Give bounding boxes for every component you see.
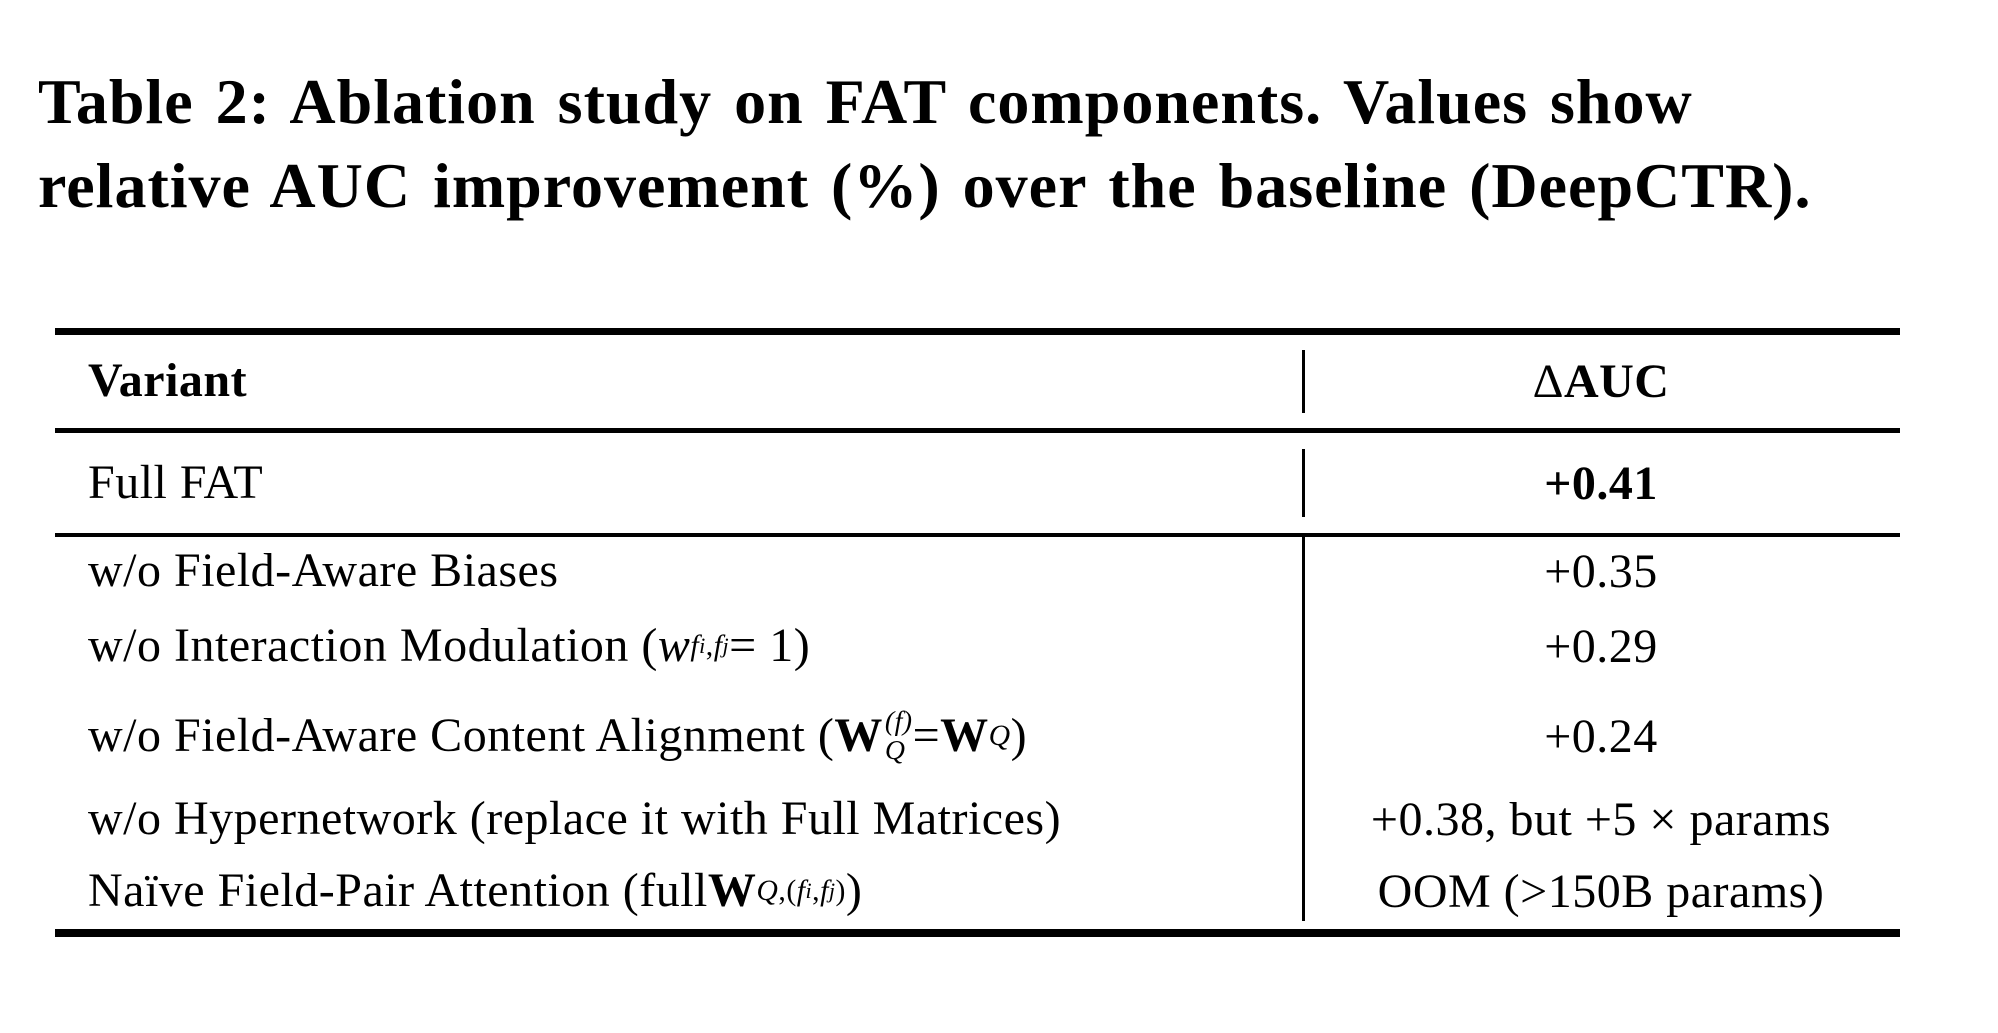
delta-cell: +0.24: [1302, 687, 1900, 785]
header-delta-auc-cell: Δ AUC: [1302, 335, 1900, 428]
delta-cell: +0.41: [1302, 433, 1900, 533]
delta-cell: +0.29: [1302, 605, 1900, 687]
delta-cell: +0.38, but +5 × params: [1302, 785, 1900, 853]
table-row: w/o Field-Aware Biases +0.35: [55, 537, 1900, 605]
variant-cell: w/o Field-Aware Content Alignment (W (f) Q…: [88, 705, 1028, 766]
table-caption: Table 2: Ablation study on FAT component…: [38, 60, 1943, 228]
page: { "colors": { "background": "#ffffff", "…: [0, 60, 1998, 1033]
header-variant-cell: Variant: [88, 354, 248, 408]
table-row: w/o Hypernetwork (replace it with Full M…: [55, 785, 1900, 853]
variant-cell: Full FAT: [88, 455, 264, 509]
math-supsub: (f) Q: [884, 705, 913, 766]
table-row: w/o Field-Aware Content Alignment (W (f) Q…: [55, 687, 1900, 785]
variant-cell: w/o Hypernetwork (replace it with Full M…: [88, 791, 1062, 845]
delta-cell: OOM (>150B params): [1302, 853, 1900, 929]
table-row: w/o Interaction Modulation (w f i, f j = 1) …: [55, 605, 1900, 687]
ablation-table: Variant Δ AUC Full FAT +0.41 w/o Field-A…: [55, 328, 1900, 937]
table-header-row: Variant Δ AUC: [55, 335, 1900, 433]
variant-cell: w/o Field-Aware Biases: [88, 543, 559, 597]
table-row: Naïve Field-Pair Attention (full W Q ,(f i,…: [55, 853, 1900, 929]
variant-cell: Naïve Field-Pair Attention (full W Q ,(f i,…: [88, 863, 863, 917]
paper-table-figure: Table 2: Ablation study on FAT component…: [0, 60, 1998, 937]
ablation-rows-section: w/o Field-Aware Biases +0.35 w/o Interac…: [55, 537, 1900, 929]
full-fat-row: Full FAT +0.41: [55, 433, 1900, 537]
caption-line-1: Table 2: Ablation study on FAT component…: [38, 66, 1693, 137]
delta-cell: +0.35: [1302, 537, 1900, 605]
variant-cell: w/o Interaction Modulation (w f i, f j = 1): [88, 618, 811, 672]
caption-line-2: relative AUC improvement (%) over the ba…: [38, 150, 1812, 221]
